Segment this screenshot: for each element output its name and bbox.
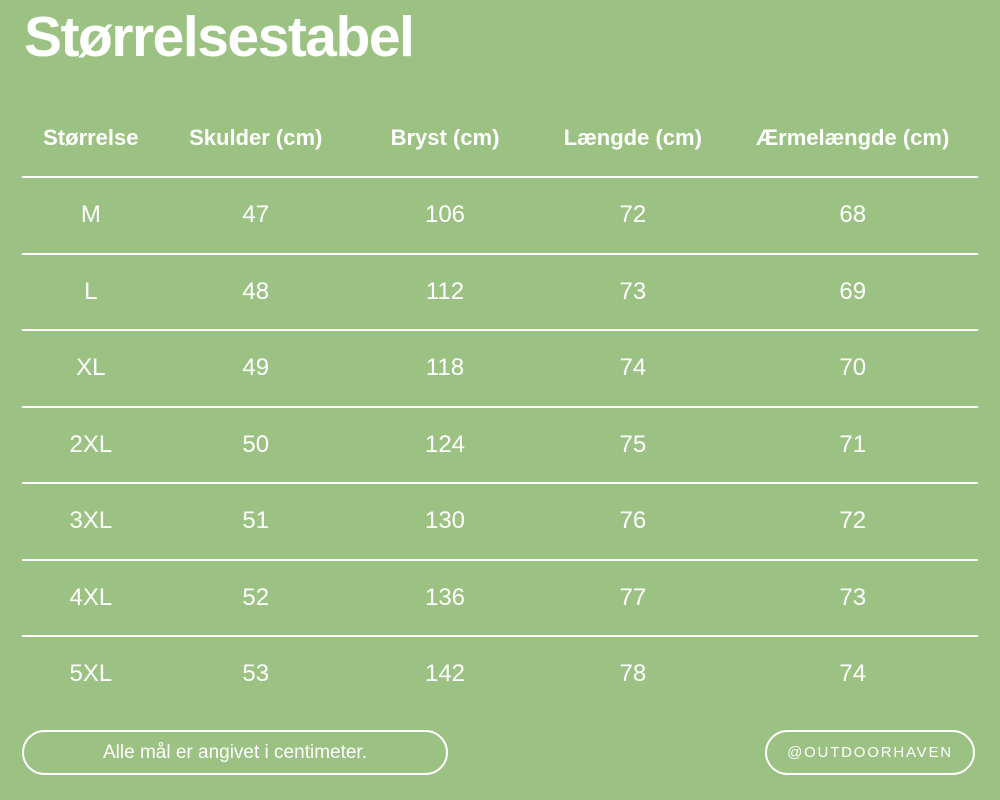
- sleeve-value: 73: [839, 583, 867, 611]
- page-title: Størrelsestabel: [24, 5, 415, 69]
- table-row: XL 49 118 74 70: [22, 329, 978, 406]
- shoulder-value: 50: [242, 430, 270, 458]
- table-row: M 47 106 72 68: [22, 176, 978, 253]
- brand-handle-text: @OUTDOORHAVEN: [787, 744, 953, 761]
- shoulder-value: 48: [242, 277, 270, 305]
- shoulder-value: 51: [242, 507, 270, 535]
- chest-value: 142: [424, 660, 466, 688]
- column-header-sleeve: Ærmelængde (cm): [756, 125, 950, 150]
- chest-value: 118: [425, 354, 465, 382]
- column-header-size: Størrelse: [43, 125, 139, 150]
- chest-value: 136: [424, 583, 466, 611]
- sleeve-value: 72: [839, 507, 867, 535]
- size-label: 3XL: [69, 507, 113, 535]
- length-value: 74: [619, 354, 647, 382]
- length-value: 77: [619, 583, 647, 611]
- sleeve-value: 74: [839, 660, 867, 688]
- column-header-length: Længde (cm): [563, 125, 702, 150]
- size-label: M: [80, 201, 101, 229]
- length-value: 78: [619, 660, 647, 688]
- measurement-note-badge: Alle mål er angivet i centimeter.: [22, 730, 448, 775]
- length-value: 76: [619, 507, 647, 535]
- sleeve-value: 71: [839, 430, 867, 458]
- brand-handle-badge: @OUTDOORHAVEN: [765, 730, 975, 775]
- shoulder-value: 49: [242, 354, 270, 382]
- shoulder-value: 52: [242, 583, 270, 611]
- table-row: L 48 112 73 69: [22, 252, 978, 330]
- size-label: L: [84, 277, 98, 305]
- chest-value: 124: [424, 430, 466, 458]
- measurement-note-text: Alle mål er angivet i centimeter.: [102, 741, 367, 763]
- sleeve-value: 68: [839, 201, 867, 229]
- size-label: XL: [76, 354, 106, 382]
- chest-value: 106: [424, 201, 466, 229]
- shoulder-value: 53: [242, 660, 270, 688]
- table-row: 2XL 50 124 75 71: [22, 405, 978, 483]
- size-label: 5XL: [69, 660, 113, 688]
- length-value: 75: [619, 430, 647, 458]
- chest-value: 130: [424, 507, 466, 535]
- column-header-shoulder: Skulder (cm): [189, 125, 323, 150]
- sleeve-value: 70: [839, 354, 867, 382]
- size-label: 2XL: [69, 430, 113, 458]
- table-row: 3XL 51 130 76 72: [22, 482, 978, 559]
- size-table: Størrelse Skulder (cm) Bryst (cm) Længde…: [22, 100, 978, 712]
- size-label: 4XL: [69, 583, 113, 611]
- length-value: 72: [619, 201, 647, 229]
- column-header-chest: Bryst (cm): [390, 125, 500, 150]
- sleeve-value: 69: [839, 277, 867, 305]
- table-header-row: Størrelse Skulder (cm) Bryst (cm) Længde…: [22, 100, 978, 176]
- table-row: 5XL 53 142 78 74: [22, 635, 978, 712]
- table-row: 4XL 52 136 77 73: [22, 558, 978, 636]
- length-value: 73: [619, 277, 647, 305]
- shoulder-value: 47: [242, 201, 270, 229]
- chest-value: 112: [425, 277, 465, 305]
